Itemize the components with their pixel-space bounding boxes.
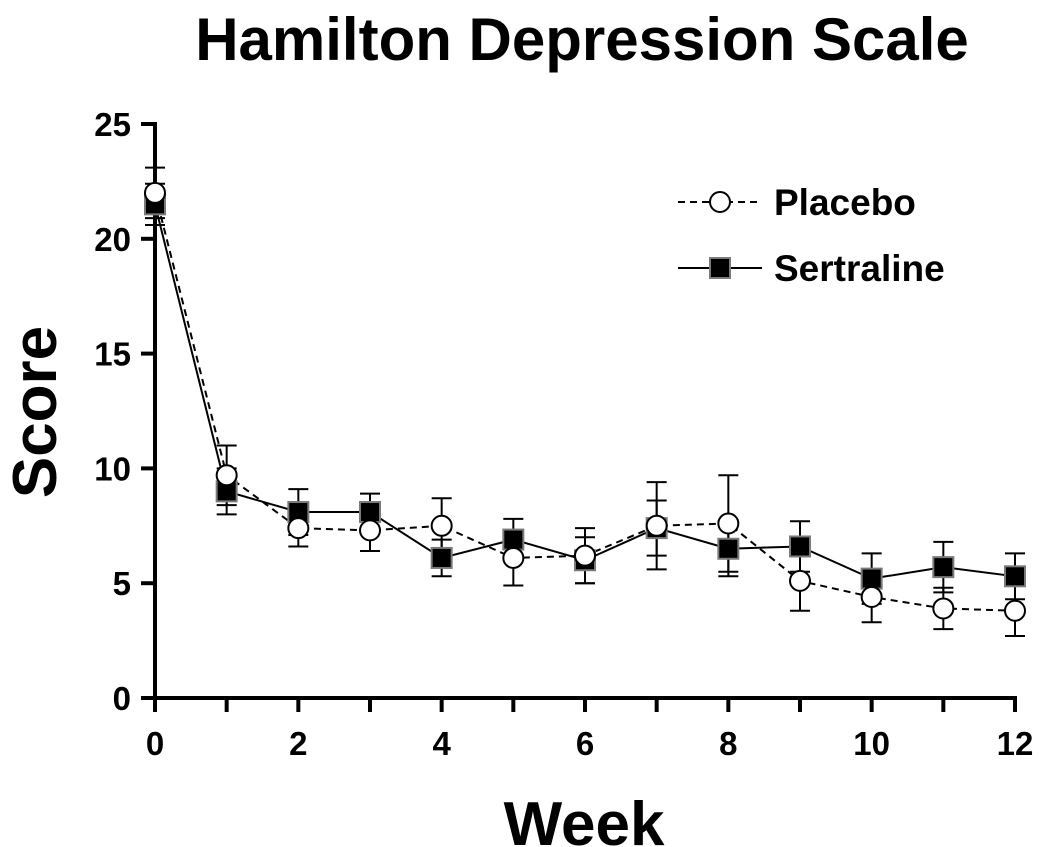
- placebo-point: [717, 512, 740, 535]
- legend-marker-sertraline: [709, 257, 731, 279]
- x-tick-label: 12: [997, 725, 1034, 762]
- legend: Placebo Sertraline: [678, 182, 945, 289]
- axes: 0 5 10 15 20 25 0 2 4 6 8 10 12: [94, 106, 1033, 762]
- legend-label-placebo: Placebo: [774, 182, 916, 223]
- y-tick-label: 10: [94, 450, 131, 487]
- x-tick-label: 0: [146, 725, 164, 762]
- x-tick-label: 6: [576, 725, 594, 762]
- y-tick-label: 0: [113, 680, 131, 717]
- placebo-point: [574, 544, 596, 567]
- y-tick-label: 25: [94, 106, 131, 143]
- placebo-point: [144, 181, 166, 204]
- placebo-point: [287, 517, 310, 540]
- placebo-point: [215, 464, 238, 487]
- sertraline-point: [717, 537, 740, 560]
- placebo-point: [789, 569, 811, 592]
- x-tick-label: 10: [853, 725, 890, 762]
- y-tick-label: 15: [94, 336, 131, 373]
- sertraline-point: [860, 567, 883, 590]
- chart-title: Hamilton Depression Scale: [195, 6, 969, 73]
- sertraline-point: [789, 535, 811, 558]
- y-tick-label: 20: [94, 221, 131, 258]
- placebo-point: [932, 597, 955, 620]
- placebo-point: [430, 514, 453, 537]
- sertraline-point: [430, 546, 453, 569]
- sertraline-point: [359, 501, 381, 524]
- placebo-point: [645, 514, 668, 537]
- sertraline-point: [502, 528, 525, 551]
- x-tick-label: 8: [719, 725, 737, 762]
- sertraline-point: [932, 556, 955, 579]
- y-axis-label: Score: [1, 326, 70, 498]
- legend-label-sertraline: Sertraline: [774, 248, 945, 289]
- series-layer: [144, 166, 1026, 638]
- y-tick-label: 5: [113, 565, 131, 602]
- sertraline-point: [1004, 565, 1026, 588]
- x-axis-label: Week: [504, 790, 665, 847]
- x-tick-label: 4: [432, 725, 451, 762]
- x-tick-label: 2: [289, 725, 307, 762]
- placebo-point: [1004, 599, 1026, 622]
- placebo-point: [860, 585, 883, 608]
- placebo-point: [502, 546, 525, 569]
- legend-marker-placebo: [709, 191, 731, 213]
- placebo-point: [359, 519, 381, 542]
